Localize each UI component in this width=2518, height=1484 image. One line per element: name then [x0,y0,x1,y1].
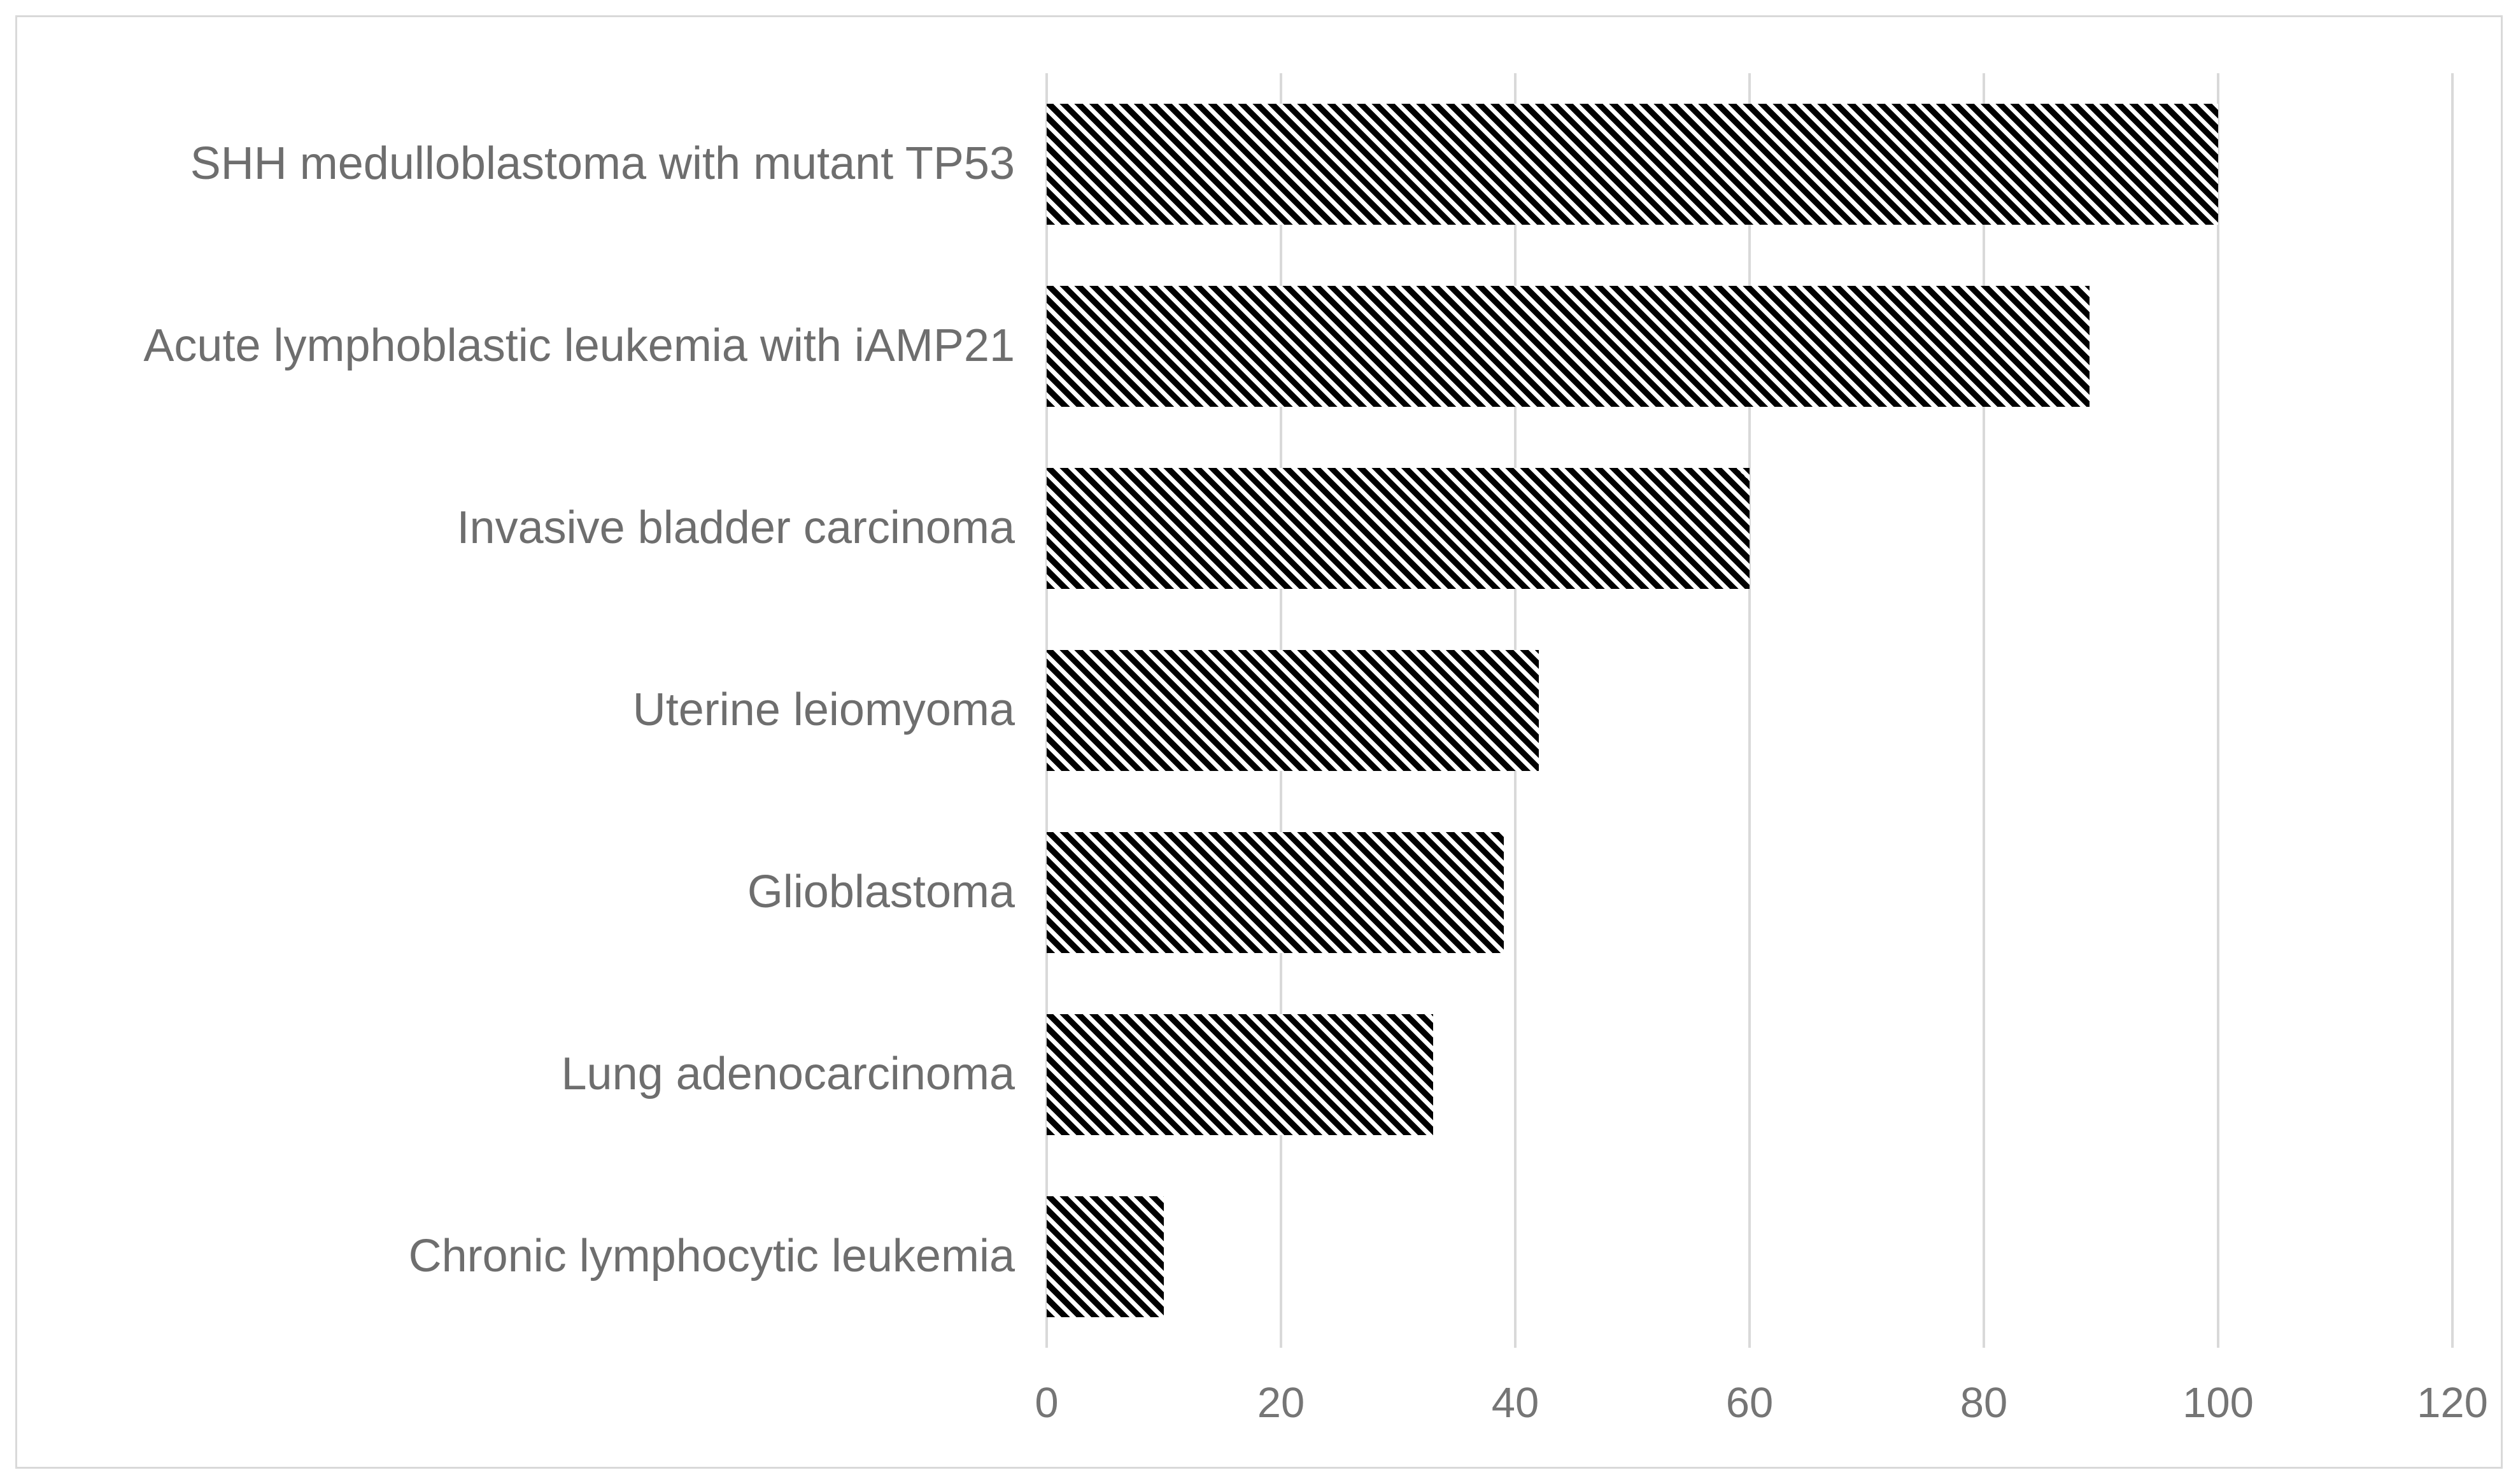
bar [1047,103,2218,225]
bar-row [1047,73,2452,255]
x-tick-label: 120 [2417,1379,2488,1427]
gridline [2217,73,2219,1348]
bar-row [1047,802,2452,984]
x-tick-label: 60 [1725,1379,1774,1427]
bar-row [1047,255,2452,437]
label-row: Uterine leiomyoma [17,619,1047,802]
x-tick-label: 40 [1491,1379,1539,1427]
bar-row [1047,437,2452,619]
gridline [1748,73,1751,1348]
bar-row [1047,619,2452,802]
chart-frame: SHH medulloblastoma with mutant TP53 Acut… [15,15,2503,1469]
bar [1047,1014,1434,1136]
category-label: Uterine leiomyoma [632,684,1015,736]
category-label: Glioblastoma [747,866,1015,918]
label-row: Acute lymphoblastic leukemia with iAMP21 [17,255,1047,437]
gridline [1983,73,1985,1348]
category-label: SHH medulloblastoma with mutant TP53 [190,138,1015,190]
category-label: Acute lymphoblastic leukemia with iAMP21 [143,320,1015,372]
bar-row [1047,984,2452,1166]
label-row: Glioblastoma [17,802,1047,984]
bar [1047,831,1504,954]
category-label: Chronic lymphocytic leukemia [408,1231,1015,1282]
label-row: Invasive bladder carcinoma [17,437,1047,619]
bar [1047,649,1539,772]
bar [1047,467,1750,590]
x-tick-label: 100 [2182,1379,2254,1427]
bar [1047,285,2090,407]
label-row: Chronic lymphocytic leukemia [17,1166,1047,1348]
category-label: Lung adenocarcinoma [561,1049,1015,1100]
bar [1047,1196,1164,1318]
label-row: Lung adenocarcinoma [17,984,1047,1166]
x-axis: 0 20 40 60 80 100 120 [1035,1348,2488,1467]
bar-rows [1047,73,2452,1348]
category-label: Invasive bladder carcinoma [456,502,1015,554]
x-tick-label: 80 [1960,1379,2008,1427]
x-tick-label: 20 [1257,1379,1305,1427]
plot-area [1045,73,2454,1348]
gridline [2451,73,2454,1348]
label-row: SHH medulloblastoma with mutant TP53 [17,73,1047,255]
x-tick-label: 0 [1035,1379,1059,1427]
bar-row [1047,1166,2452,1348]
category-labels-column: SHH medulloblastoma with mutant TP53 Acut… [17,73,1047,1348]
